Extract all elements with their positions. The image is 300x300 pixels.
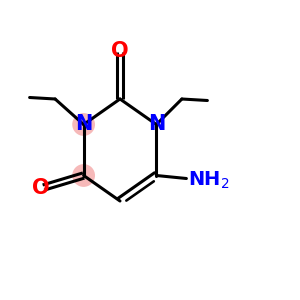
Text: NH$_2$: NH$_2$ [188,169,230,191]
Text: O: O [111,41,129,61]
Text: O: O [32,178,50,198]
Circle shape [72,164,95,187]
Text: N: N [148,115,165,134]
Text: N: N [75,115,92,134]
Circle shape [72,113,95,136]
